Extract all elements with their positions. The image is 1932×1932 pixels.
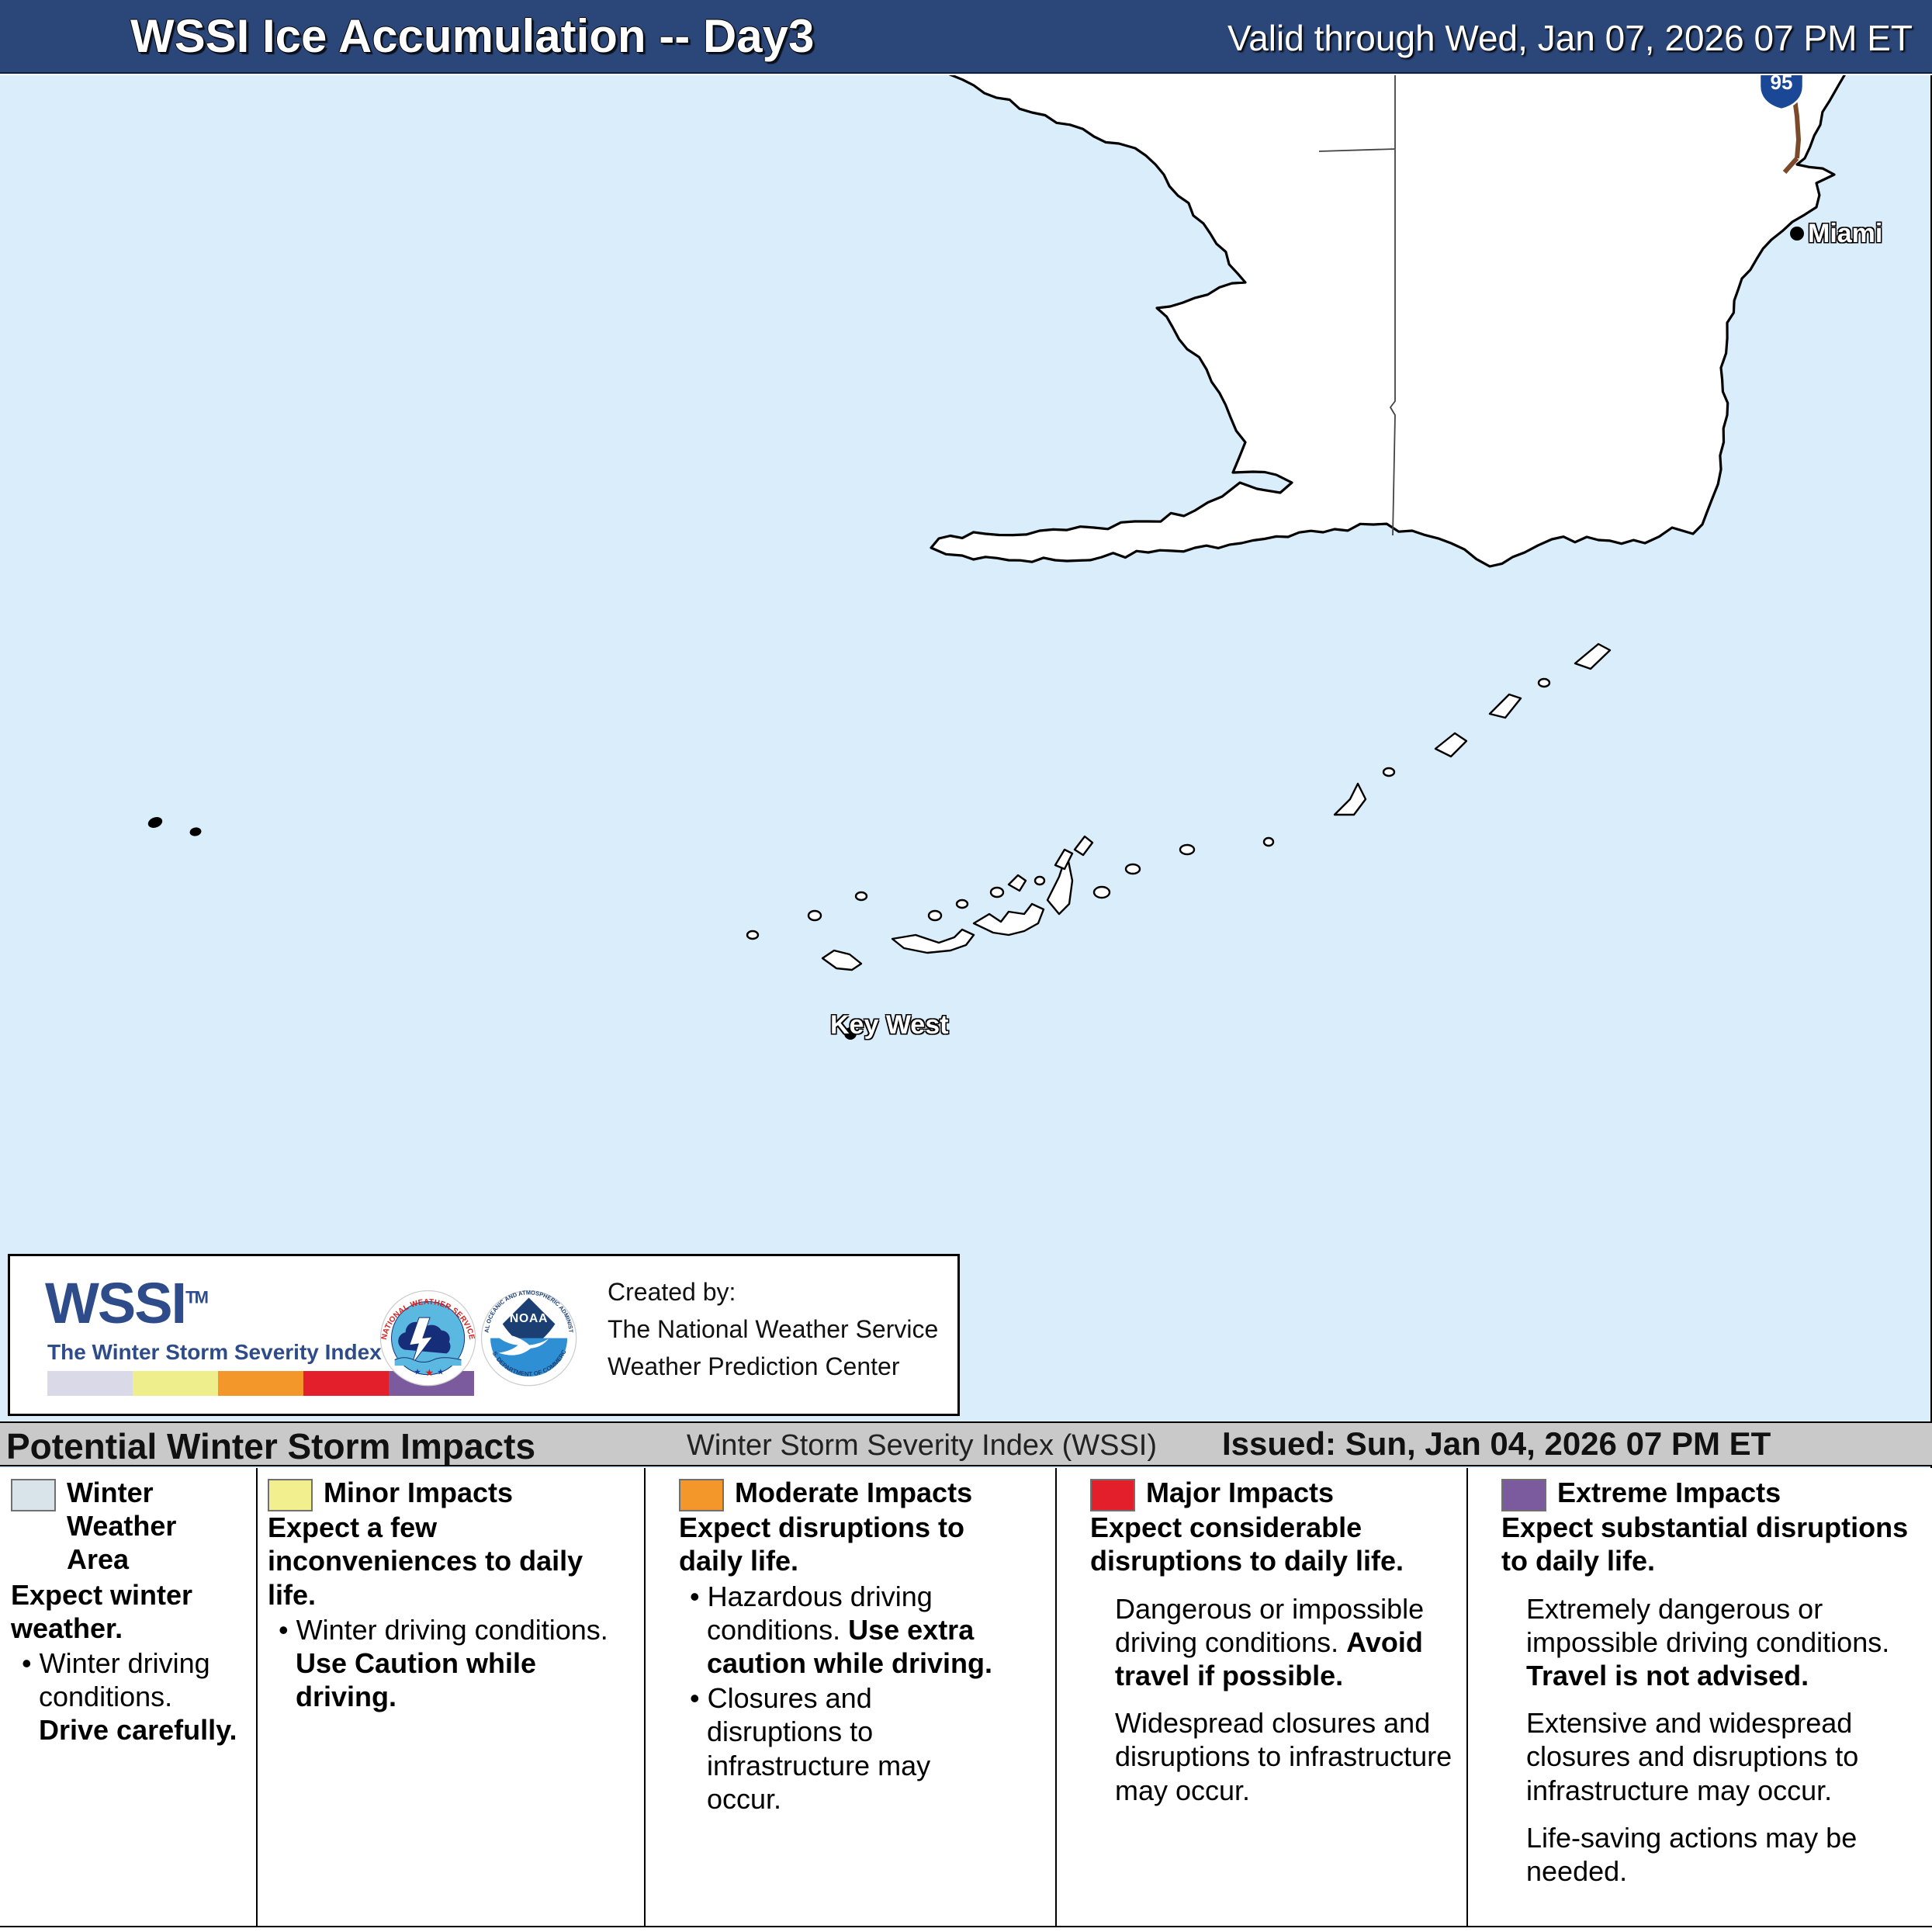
svg-text:95: 95 [1771, 75, 1793, 94]
svg-text:★: ★ [414, 1368, 421, 1377]
svg-text:★: ★ [437, 1368, 445, 1377]
svg-text:NOAA: NOAA [510, 1312, 549, 1325]
svg-text:★: ★ [424, 1366, 434, 1378]
